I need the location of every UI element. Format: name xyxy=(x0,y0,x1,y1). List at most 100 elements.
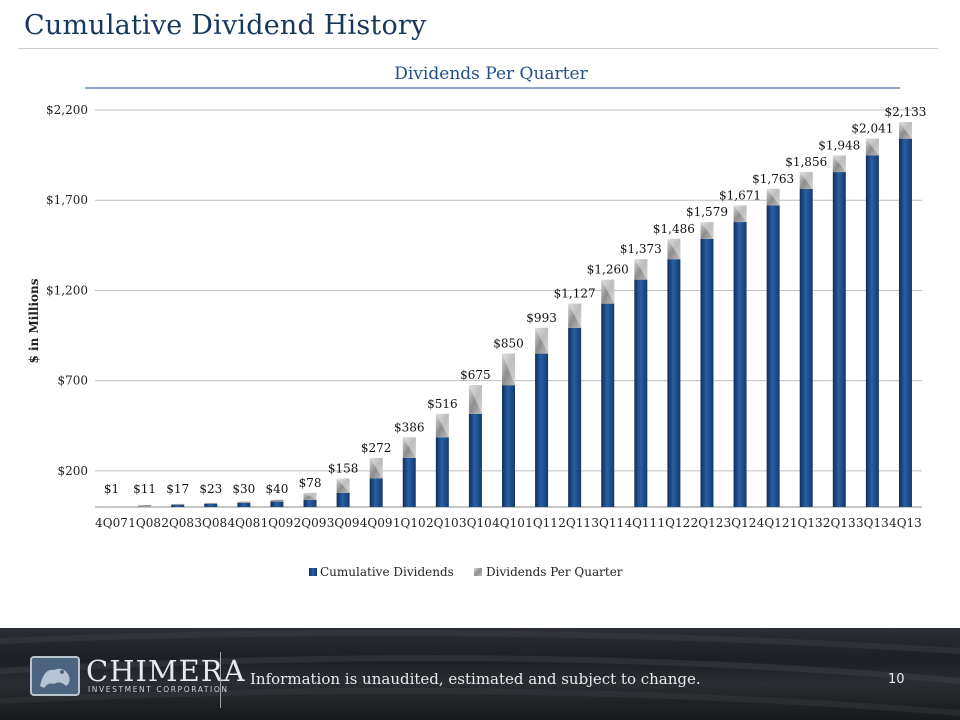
chimera-creature-icon xyxy=(40,668,70,688)
bar-quarter-facet-2Q12 xyxy=(700,222,714,239)
bar-cumulative-4Q08 xyxy=(237,502,251,507)
data-label-1Q12: $1,486 xyxy=(653,222,695,236)
footer-band: CHIMERA INVESTMENT CORPORATION Informati… xyxy=(0,628,960,720)
bar-quarter-4Q08 xyxy=(237,501,251,503)
bar-quarter-facet-3Q10 xyxy=(468,385,482,414)
bar-quarter-facet-1Q12 xyxy=(667,238,681,260)
data-label-1Q10: $386 xyxy=(394,420,425,434)
bar-cumulative-4Q13 xyxy=(898,138,912,508)
bar-cumulative-1Q09 xyxy=(270,501,284,507)
data-label-2Q13: $1,948 xyxy=(818,138,860,152)
y-tick-label: $2,200 xyxy=(46,103,88,117)
footer-divider xyxy=(220,652,221,708)
data-label-1Q08: $11 xyxy=(133,482,156,496)
footer-texture xyxy=(0,630,960,716)
bar-quarter-4Q07 xyxy=(105,506,119,508)
bar-quarter-facet-2Q13 xyxy=(832,155,846,173)
x-tick-label-4Q13: 4Q13 xyxy=(889,516,922,530)
x-tick-label-2Q11: 2Q11 xyxy=(558,516,591,530)
x-tick-label-3Q11: 3Q11 xyxy=(591,516,624,530)
dividend-chart: Dividends Per Quarter $ in Millions $200… xyxy=(27,64,926,579)
bar-cumulative-3Q08 xyxy=(204,503,218,507)
bar-cumulative-3Q11 xyxy=(601,303,615,507)
x-tick-label-1Q11: 1Q11 xyxy=(525,516,558,530)
bar-cumulative-3Q13 xyxy=(865,155,879,507)
x-tick-label-4Q11: 4Q11 xyxy=(624,516,657,530)
legend-swatch-quarter xyxy=(474,568,482,576)
bar-cumulative-1Q12 xyxy=(667,259,681,507)
data-label-2Q09: $78 xyxy=(299,476,322,490)
y-tick-label: $1,700 xyxy=(46,193,88,207)
legend-label-quarter: Dividends Per Quarter xyxy=(486,565,623,579)
bar-quarter-facet-4Q12 xyxy=(766,188,780,206)
x-tick-label-3Q10: 3Q10 xyxy=(459,516,492,530)
data-label-2Q10: $516 xyxy=(427,397,458,411)
bar-quarter-facet-4Q09 xyxy=(369,457,383,479)
bar-cumulative-4Q09 xyxy=(369,478,383,507)
data-label-1Q11: $993 xyxy=(526,311,557,325)
page-title: Cumulative Dividend History xyxy=(24,10,427,41)
data-label-2Q11: $1,127 xyxy=(554,287,596,301)
data-label-4Q12: $1,763 xyxy=(752,172,794,186)
chimera-logo-mark xyxy=(30,656,80,696)
data-label-2Q08: $17 xyxy=(166,482,189,496)
x-tick-label-3Q08: 3Q08 xyxy=(194,516,227,530)
data-label-4Q10: $850 xyxy=(493,337,524,351)
bar-quarter-2Q08 xyxy=(171,503,185,506)
chart-title: Dividends Per Quarter xyxy=(394,64,588,84)
x-tick-label-2Q09: 2Q09 xyxy=(294,516,327,530)
x-tick-label-1Q13: 1Q13 xyxy=(790,516,823,530)
bar-cumulative-4Q11 xyxy=(634,279,648,507)
bar-quarter-facet-1Q10 xyxy=(402,437,416,458)
bar-cumulative-2Q09 xyxy=(303,499,317,507)
chart-area: Dividends Per Quarter $ in Millions $200… xyxy=(0,55,960,595)
bar-cumulative-4Q10 xyxy=(502,385,515,507)
x-tick-label-2Q13: 2Q13 xyxy=(823,516,856,530)
bar-quarter-facet-4Q10 xyxy=(502,353,515,386)
bar-quarter-facet-3Q09 xyxy=(336,478,350,493)
x-tick-label-1Q10: 1Q10 xyxy=(393,516,426,530)
bar-quarter-facet-4Q13 xyxy=(898,122,912,139)
disclaimer-text: Information is unaudited, estimated and … xyxy=(250,670,701,688)
bar-quarter-facet-2Q09 xyxy=(303,492,317,500)
data-label-1Q09: $40 xyxy=(265,482,288,496)
y-tick-label: $200 xyxy=(57,464,88,478)
bar-quarter-3Q08 xyxy=(204,502,218,504)
x-tick-label-4Q08: 4Q08 xyxy=(227,516,260,530)
data-label-3Q10: $675 xyxy=(460,368,491,382)
data-label-2Q12: $1,579 xyxy=(686,205,728,219)
legend: Cumulative Dividends Dividends Per Quart… xyxy=(309,565,623,579)
page-number: 10 xyxy=(888,672,905,687)
title-divider xyxy=(18,48,938,49)
x-tick-label-1Q12: 1Q12 xyxy=(658,516,691,530)
data-label-3Q09: $158 xyxy=(328,461,359,475)
bar-quarter-facet-3Q11 xyxy=(601,279,615,304)
bar-quarter-2Q09 xyxy=(303,492,317,500)
bar-cumulative-1Q13 xyxy=(799,188,813,507)
logo-wordmark: CHIMERA xyxy=(86,654,246,688)
bar-quarter-1Q08 xyxy=(138,505,152,507)
x-tick-label-1Q09: 1Q09 xyxy=(261,516,294,530)
data-label-4Q08: $30 xyxy=(232,482,255,496)
logo-subtitle: INVESTMENT CORPORATION xyxy=(88,685,229,694)
legend-label-cumulative: Cumulative Dividends xyxy=(320,565,454,579)
bar-cumulative-1Q10 xyxy=(402,457,416,507)
bar-cumulative-2Q13 xyxy=(832,172,846,507)
data-label-4Q13: $2,133 xyxy=(884,105,926,119)
bar-quarter-1Q09 xyxy=(270,499,284,502)
x-tick-label-2Q12: 2Q12 xyxy=(691,516,724,530)
bar-cumulative-4Q12 xyxy=(766,205,780,507)
bar-quarter-facet-3Q12 xyxy=(733,205,747,223)
bar-cumulative-2Q11 xyxy=(568,327,582,507)
data-label-3Q08: $23 xyxy=(199,482,222,496)
bar-cumulative-3Q10 xyxy=(468,413,482,507)
data-label-3Q12: $1,671 xyxy=(719,188,761,202)
y-tick-label: $1,200 xyxy=(46,283,88,297)
bar-cumulative-1Q11 xyxy=(535,353,549,507)
x-tick-label-3Q12: 3Q12 xyxy=(724,516,757,530)
x-tick-label-2Q08: 2Q08 xyxy=(161,516,194,530)
bar-quarter-facet-1Q11 xyxy=(535,327,549,354)
bar-cumulative-2Q12 xyxy=(700,238,714,507)
bar-cumulative-2Q10 xyxy=(435,437,449,507)
x-tick-label-1Q08: 1Q08 xyxy=(128,516,161,530)
